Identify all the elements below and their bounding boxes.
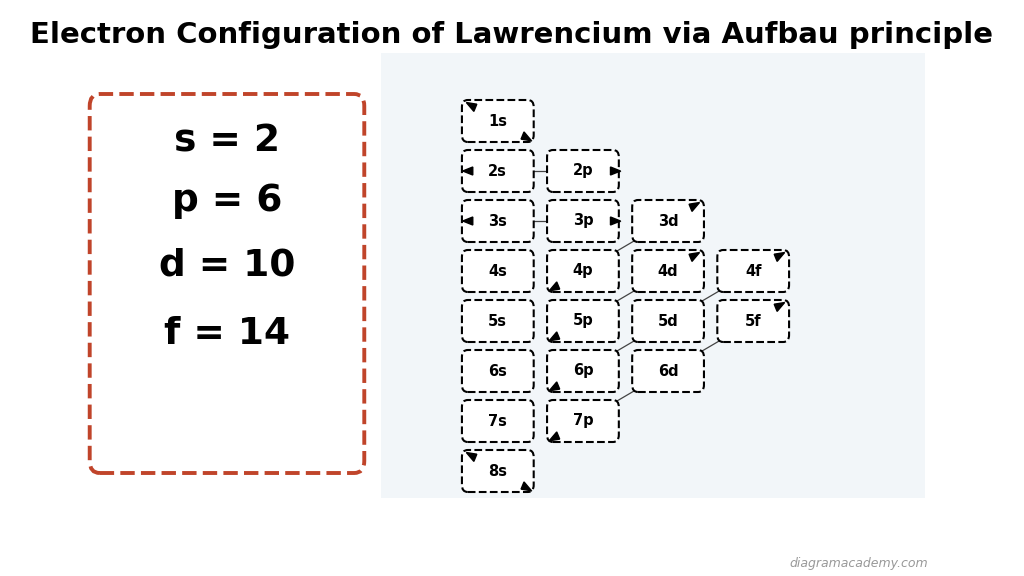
- Text: 5p: 5p: [572, 313, 593, 328]
- Text: 6s: 6s: [488, 363, 507, 378]
- FancyBboxPatch shape: [462, 150, 534, 192]
- FancyBboxPatch shape: [462, 300, 534, 342]
- Polygon shape: [463, 167, 473, 175]
- FancyBboxPatch shape: [632, 250, 703, 292]
- Text: 3d: 3d: [657, 214, 678, 229]
- Text: 5f: 5f: [744, 313, 762, 328]
- Polygon shape: [689, 252, 699, 262]
- Text: 2s: 2s: [488, 164, 507, 179]
- Text: 5d: 5d: [657, 313, 679, 328]
- Text: 1s: 1s: [488, 113, 507, 128]
- Text: 4f: 4f: [744, 263, 762, 279]
- Polygon shape: [549, 282, 560, 291]
- Polygon shape: [521, 132, 531, 141]
- Text: f = 14: f = 14: [164, 316, 290, 352]
- Polygon shape: [466, 103, 477, 111]
- Text: 4d: 4d: [657, 263, 678, 279]
- FancyBboxPatch shape: [547, 200, 618, 242]
- Text: 4s: 4s: [488, 263, 507, 279]
- Text: 2p: 2p: [572, 164, 593, 179]
- Text: 3p: 3p: [572, 214, 593, 229]
- Polygon shape: [610, 217, 621, 225]
- Polygon shape: [689, 203, 699, 211]
- Text: 7p: 7p: [572, 414, 593, 429]
- Text: d = 10: d = 10: [159, 248, 295, 284]
- Polygon shape: [549, 382, 560, 391]
- Polygon shape: [774, 252, 784, 262]
- Text: Electron Configuration of Lawrencium via Aufbau principle: Electron Configuration of Lawrencium via…: [31, 21, 993, 49]
- FancyBboxPatch shape: [547, 400, 618, 442]
- FancyBboxPatch shape: [462, 250, 534, 292]
- Polygon shape: [774, 302, 784, 312]
- Polygon shape: [610, 167, 621, 175]
- Polygon shape: [549, 432, 560, 441]
- FancyBboxPatch shape: [462, 100, 534, 142]
- Text: 3s: 3s: [488, 214, 507, 229]
- FancyBboxPatch shape: [717, 250, 790, 292]
- Polygon shape: [463, 217, 473, 225]
- FancyBboxPatch shape: [462, 200, 534, 242]
- Text: s = 2: s = 2: [174, 123, 280, 159]
- FancyBboxPatch shape: [547, 300, 618, 342]
- Text: 5s: 5s: [488, 313, 507, 328]
- FancyBboxPatch shape: [717, 300, 790, 342]
- Text: 6p: 6p: [572, 363, 593, 378]
- FancyBboxPatch shape: [547, 250, 618, 292]
- Text: 7s: 7s: [488, 414, 507, 429]
- Text: 8s: 8s: [488, 464, 507, 479]
- Text: 6d: 6d: [657, 363, 678, 378]
- Polygon shape: [549, 332, 560, 341]
- FancyBboxPatch shape: [462, 350, 534, 392]
- FancyBboxPatch shape: [547, 350, 618, 392]
- Text: diagramacademy.com: diagramacademy.com: [788, 557, 928, 570]
- Polygon shape: [521, 482, 531, 491]
- FancyBboxPatch shape: [547, 150, 618, 192]
- FancyBboxPatch shape: [632, 350, 703, 392]
- FancyBboxPatch shape: [90, 94, 365, 473]
- FancyBboxPatch shape: [462, 450, 534, 492]
- Text: 4p: 4p: [572, 263, 593, 279]
- FancyBboxPatch shape: [462, 400, 534, 442]
- Polygon shape: [466, 453, 477, 461]
- FancyBboxPatch shape: [632, 200, 703, 242]
- FancyBboxPatch shape: [632, 300, 703, 342]
- Text: p = 6: p = 6: [172, 183, 283, 219]
- FancyBboxPatch shape: [381, 53, 925, 498]
